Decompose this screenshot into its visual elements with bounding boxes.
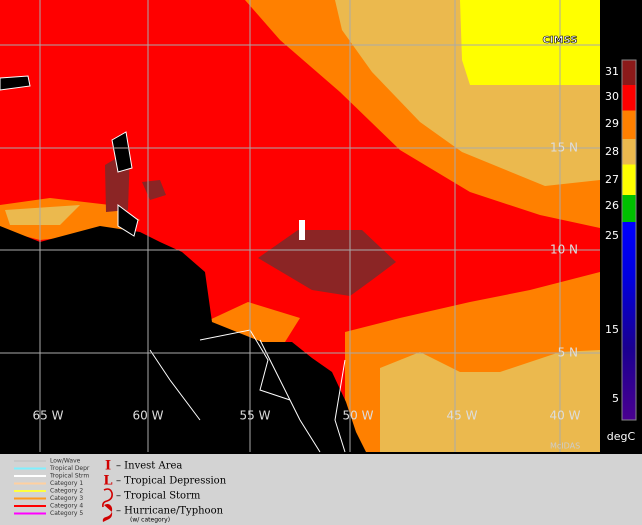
lat-label: 15 N [550, 141, 578, 155]
lon-label: 50 W [343, 409, 374, 423]
legend-label: Category 1 [50, 480, 83, 487]
legend-label: Low/Wave [50, 458, 81, 465]
sst-region [5, 205, 80, 225]
island [117, 204, 139, 237]
colorbar-label: 25 [605, 229, 619, 242]
lat-label: 10 N [550, 243, 578, 257]
legend-label: Category 2 [50, 488, 83, 495]
lon-label: 40 W [550, 409, 581, 423]
land [0, 226, 366, 452]
colorbar-label: 5 [612, 392, 619, 405]
border-line [199, 329, 291, 401]
colorbar-label: 31 [605, 65, 619, 78]
colorbar-label: 28 [605, 145, 619, 158]
legend-panel [0, 454, 642, 525]
credit: McIDAS [550, 442, 580, 451]
lon-label: 45 W [447, 409, 478, 423]
legend-symbol-label: – Hurricane/Typhoon [116, 506, 224, 517]
colorbar-label: 29 [605, 117, 619, 130]
colorbar-label: 27 [605, 173, 619, 186]
legend-symbol: L [103, 474, 112, 489]
lon-label: 55 W [240, 409, 271, 423]
lon-label: 60 W [133, 409, 164, 423]
colorbar-label: 15 [605, 323, 619, 336]
hurricane-icon [102, 504, 113, 522]
legend-note: (w/ category) [130, 517, 170, 524]
invest-marker [299, 220, 305, 240]
colorbar-label: 30 [605, 90, 619, 103]
legend-label: Category 4 [50, 503, 83, 510]
lat-label: 5 N [558, 346, 578, 360]
legend-symbol-label: – Invest Area [116, 461, 182, 472]
sst-region [380, 350, 600, 452]
border-line [334, 359, 346, 453]
storm-icon [102, 488, 113, 508]
logo: CIMSS [543, 35, 578, 46]
legend-label: Tropical Strm [49, 473, 89, 480]
border-line [149, 349, 201, 421]
island [0, 75, 31, 91]
colorbar-label: 26 [605, 199, 619, 212]
legend-label: Tropical Depr [49, 465, 90, 472]
sst-region [460, 0, 600, 85]
colorbar-unit: degC [607, 430, 636, 443]
legend-symbol-label: – Tropical Storm [116, 491, 201, 502]
legend-symbol-label: – Tropical Depression [116, 476, 227, 487]
legend-label: Category 3 [50, 495, 83, 502]
sst-region [258, 230, 396, 296]
island [111, 131, 133, 173]
border-line [259, 339, 321, 453]
legend-symbol: I [105, 459, 111, 474]
colorbar [621, 59, 637, 421]
lon-label: 65 W [33, 409, 64, 423]
legend-label: Category 5 [50, 510, 83, 517]
